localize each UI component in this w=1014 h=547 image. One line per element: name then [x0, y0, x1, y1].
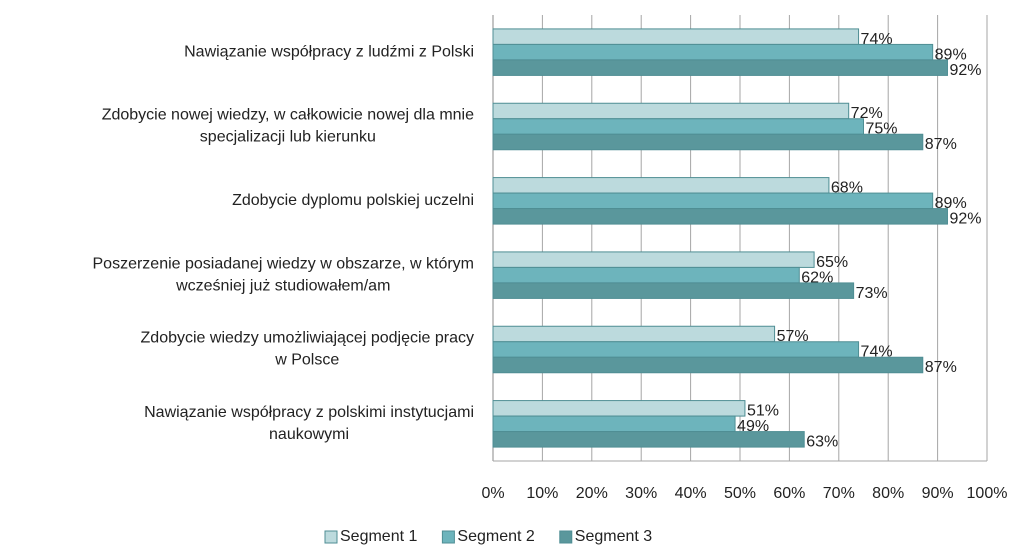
bar [492, 118, 864, 135]
value-label: 87% [925, 136, 957, 153]
category-label: Nawiązanie współpracy z polskimi instytu… [144, 404, 474, 421]
category-label: Nawiązanie współpracy z ludźmi z Polski [184, 43, 474, 60]
x-tick-label: 60% [773, 485, 805, 502]
legend-swatch [559, 530, 573, 544]
bar [492, 356, 924, 374]
bar [492, 208, 948, 225]
value-label: 92% [949, 62, 981, 79]
legend-swatch [324, 530, 338, 544]
x-tick-label: 20% [576, 485, 608, 502]
legend-label: Segment 2 [457, 528, 534, 545]
category-label: Zdobycie dyplomu polskiej uczelni [232, 192, 474, 209]
value-label: 51% [747, 403, 779, 420]
value-label: 75% [866, 121, 898, 138]
bar [492, 400, 746, 417]
bar [492, 133, 924, 151]
bar [492, 431, 805, 448]
category-label: Zdobycie nowej wiedzy, w całkowicie nowe… [102, 107, 474, 124]
value-label: 89% [935, 195, 967, 212]
value-label: 92% [949, 211, 981, 228]
category-label: Zdobycie wiedzy umożliwiającej podjęcie … [141, 330, 474, 347]
legend-swatch [441, 530, 455, 544]
value-label: 68% [831, 180, 863, 197]
x-tick-label: 30% [625, 485, 657, 502]
category-label: specjalizacji lub kierunku [200, 129, 376, 146]
bar [492, 282, 855, 299]
legend-label: Segment 1 [340, 528, 417, 545]
value-label: 57% [777, 328, 809, 345]
category-label: Poszerzenie posiadanej wiedzy w obszarze… [93, 255, 475, 272]
x-tick-label: 100% [967, 485, 1008, 502]
value-label: 72% [851, 105, 883, 122]
bar [492, 192, 934, 210]
bar [492, 59, 948, 76]
x-tick-label: 50% [724, 485, 756, 502]
value-label: 74% [861, 344, 893, 361]
x-tick-label: 80% [872, 485, 904, 502]
value-label: 73% [856, 285, 888, 302]
x-tick-label: 0% [481, 485, 504, 502]
value-label: 89% [935, 46, 967, 63]
category-label: wcześniej już studiowałem/am [175, 277, 390, 294]
value-label: 74% [861, 31, 893, 48]
bar [492, 415, 736, 433]
x-tick-label: 70% [823, 485, 855, 502]
bar [492, 28, 860, 45]
value-label: 62% [801, 269, 833, 286]
legend-label: Segment 3 [575, 528, 652, 545]
bar [492, 341, 860, 358]
bar [492, 325, 776, 343]
bar [492, 177, 830, 194]
x-tick-label: 90% [922, 485, 954, 502]
bar [492, 266, 800, 284]
x-tick-label: 40% [675, 485, 707, 502]
category-label: w Polsce [274, 352, 339, 369]
bar [492, 43, 934, 61]
x-tick-label: 10% [526, 485, 558, 502]
category-label: naukowymi [269, 426, 349, 443]
value-label: 65% [816, 254, 848, 271]
bar [492, 251, 815, 268]
value-label: 63% [806, 434, 838, 451]
value-label: 87% [925, 359, 957, 376]
value-label: 49% [737, 418, 769, 435]
bar [492, 102, 850, 120]
